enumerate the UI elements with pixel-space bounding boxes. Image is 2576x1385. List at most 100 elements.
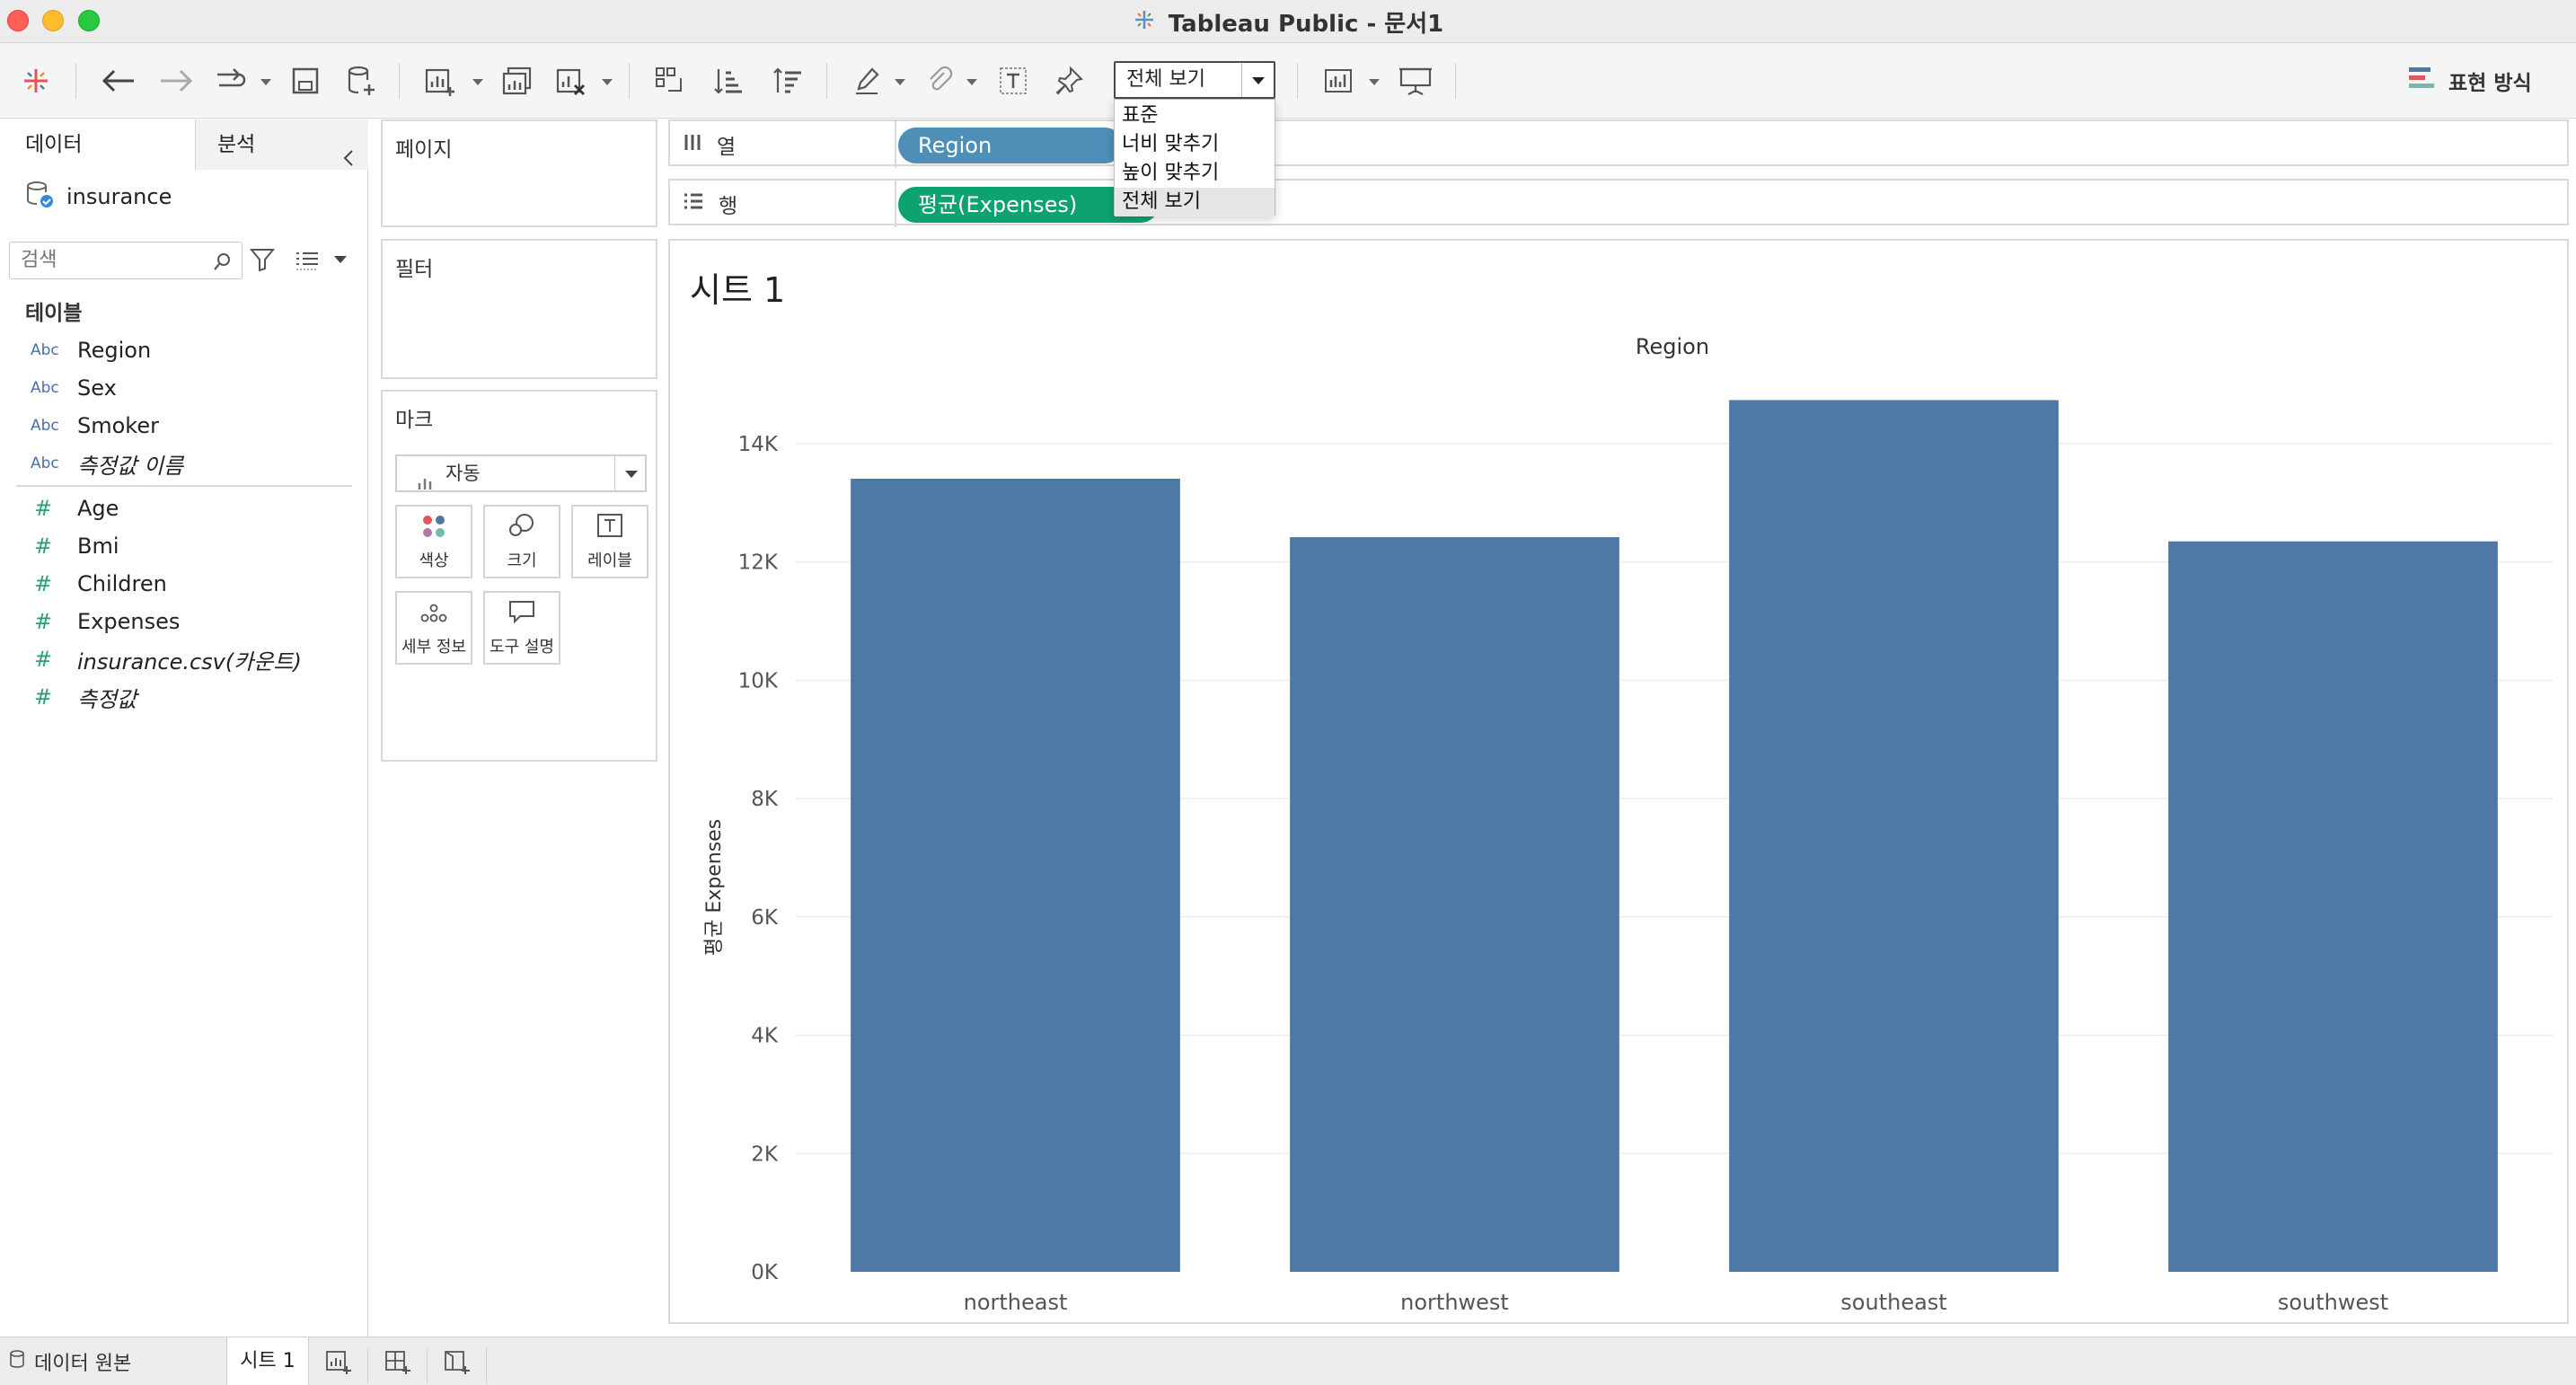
string-type-icon: Abc — [31, 417, 59, 435]
view-options-chevron-icon[interactable] — [334, 256, 347, 263]
field-item[interactable]: # 측정값 — [0, 678, 368, 716]
rows-shelf[interactable]: 행 평균(Expenses) — [668, 179, 2569, 227]
x-tick-label: southeast — [1840, 1290, 1946, 1315]
field-item[interactable]: Abc Sex — [0, 369, 368, 407]
color-button[interactable]: 색상 — [395, 505, 472, 578]
y-axis-title: 평균 Expenses — [703, 819, 726, 956]
tableau-home-icon[interactable] — [16, 61, 56, 101]
size-button-label: 크기 — [507, 551, 537, 570]
highlight-pen-icon[interactable] — [848, 61, 887, 101]
sheet-tab[interactable]: 시트 1 — [226, 1337, 309, 1385]
collapse-pane-icon[interactable] — [341, 136, 356, 166]
show-labels-icon[interactable] — [993, 61, 1033, 101]
columns-shelf[interactable]: 열 Region — [668, 119, 2569, 168]
field-item[interactable]: Abc 측정값 이름 — [0, 445, 368, 482]
number-type-icon: # — [34, 609, 53, 634]
close-window-button[interactable] — [7, 10, 29, 31]
fit-option-fit-width[interactable]: 너비 맞추기 — [1122, 133, 1220, 155]
size-button[interactable]: 크기 — [483, 505, 560, 578]
label-button-label: 레이블 — [587, 551, 632, 570]
tab-data[interactable]: 데이터 — [0, 119, 196, 170]
duplicate-sheet-icon[interactable] — [498, 61, 537, 101]
field-name: Region — [77, 338, 152, 363]
fit-option-standard[interactable]: 표준 — [1122, 104, 1159, 127]
datasource-item[interactable]: insurance — [25, 175, 172, 218]
field-item[interactable]: # Bmi — [0, 527, 368, 565]
fit-option-entire-view[interactable]: 전체 보기 — [1115, 188, 1275, 216]
field-item[interactable]: # Expenses — [0, 603, 368, 640]
detail-button[interactable]: 세부 정보 — [395, 591, 472, 665]
field-item[interactable]: # insurance.csv(카운트) — [0, 640, 368, 678]
number-type-icon: # — [34, 496, 53, 521]
filter-icon[interactable] — [249, 247, 276, 276]
field-item[interactable]: Abc Smoker — [0, 407, 368, 445]
chevron-down-icon[interactable] — [614, 456, 645, 490]
group-paperclip-icon[interactable] — [920, 61, 959, 101]
new-story-tab-icon[interactable] — [428, 1348, 487, 1384]
dimension-measure-divider — [16, 485, 352, 487]
pages-card[interactable]: 페이지 — [381, 119, 657, 227]
toolbar: 표현 방식 — [0, 43, 2576, 119]
sheet-title: 시트 1 — [690, 270, 786, 310]
save-icon[interactable] — [286, 61, 325, 101]
field-name: 측정값 이름 — [77, 453, 184, 479]
field-name: Bmi — [77, 534, 119, 559]
field-name: insurance.csv(카운트) — [77, 648, 302, 675]
y-tick-label: 12K — [738, 551, 779, 575]
bar-southeast[interactable] — [1729, 400, 2059, 1272]
new-datasource-icon[interactable] — [341, 61, 381, 101]
field-name: Sex — [77, 375, 117, 401]
swap-rows-columns-icon[interactable] — [650, 61, 690, 101]
field-item[interactable]: Abc Region — [0, 331, 368, 369]
sort-ascending-icon[interactable] — [710, 61, 749, 101]
label-button[interactable]: 레이블 — [571, 505, 648, 578]
mark-type-value: 자동 — [446, 463, 481, 484]
tables-heading: 테이블 — [25, 302, 83, 325]
y-tick-label: 14K — [738, 433, 779, 456]
color-button-label: 색상 — [419, 551, 449, 570]
datasource-tab-icon — [9, 1349, 25, 1374]
string-type-icon: Abc — [31, 341, 59, 359]
new-dashboard-tab-icon[interactable] — [368, 1348, 428, 1384]
bar-northeast[interactable] — [851, 478, 1180, 1272]
mark-type-select[interactable]: 자동 — [395, 454, 647, 492]
minimize-window-button[interactable] — [42, 10, 64, 31]
fit-option-fit-height[interactable]: 높이 맞추기 — [1122, 162, 1220, 184]
field-item[interactable]: # Age — [0, 490, 368, 527]
show-cards-icon[interactable] — [1320, 61, 1360, 101]
view-list-icon[interactable] — [295, 251, 320, 274]
field-item[interactable]: # Children — [0, 565, 368, 603]
window-title: Tableau Public - 문서1 — [1168, 10, 1444, 38]
text-label-icon — [596, 513, 623, 543]
number-type-icon: # — [34, 534, 53, 559]
tab-analysis[interactable]: 분석 — [196, 119, 368, 170]
redo-icon[interactable] — [210, 61, 253, 101]
columns-shelf-label: 열 — [717, 136, 737, 159]
bar-northwest[interactable] — [1290, 537, 1619, 1272]
back-arrow-icon[interactable] — [97, 61, 140, 101]
title-bar: Tableau Public - 문서1 — [0, 0, 2576, 43]
show-me-button[interactable]: 표현 방식 — [2407, 61, 2532, 101]
sort-descending-icon[interactable] — [769, 61, 808, 101]
rows-shelf-icon — [683, 191, 704, 216]
new-worksheet-icon[interactable] — [420, 61, 460, 101]
forward-arrow-icon[interactable] — [154, 61, 198, 101]
pin-axes-icon[interactable] — [1049, 61, 1089, 101]
tableau-logo-icon — [1133, 8, 1156, 35]
filters-card[interactable]: 필터 — [381, 239, 657, 379]
fit-view-select[interactable]: 전체 보기 — [1114, 61, 1275, 99]
bar-southwest[interactable] — [2168, 541, 2498, 1272]
rows-shelf-label: 행 — [719, 195, 738, 218]
tooltip-button[interactable]: 도구 설명 — [483, 591, 560, 665]
field-name: Smoker — [77, 413, 159, 438]
datasource-tab[interactable]: 데이터 원본 — [9, 1337, 131, 1385]
chevron-down-icon[interactable] — [1241, 63, 1274, 97]
clear-sheet-icon[interactable] — [551, 61, 591, 101]
number-type-icon: # — [34, 571, 53, 596]
field-search-input[interactable] — [21, 243, 200, 277]
marks-card: 마크 자동 색상 크기 레이블 세부 정보 도구 설명 — [381, 390, 657, 762]
new-worksheet-tab-icon[interactable] — [309, 1348, 368, 1384]
presentation-mode-icon[interactable] — [1396, 61, 1435, 101]
region-pill[interactable]: Region — [898, 128, 1123, 163]
maximize-window-button[interactable] — [78, 10, 100, 31]
